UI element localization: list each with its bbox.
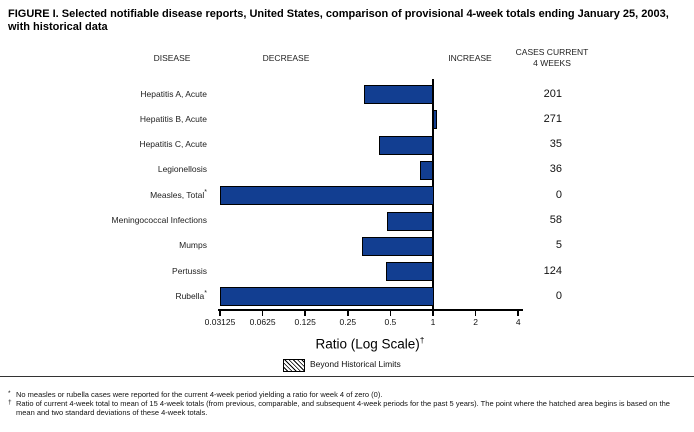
x-axis-tick — [432, 311, 434, 316]
row-label-pertussis: Pertussis — [172, 265, 207, 276]
cases-value-measles-total: 0 — [555, 188, 562, 201]
x-axis-tick — [261, 311, 264, 316]
footnote-ratio-definition: † Ratio of current 4-week total to mean o… — [8, 399, 690, 417]
footnote-marker-measles-total: * — [204, 188, 207, 196]
column-header-decrease: DECREASE — [262, 53, 310, 63]
column-header-cases-line1: CASES CURRENT — [515, 47, 589, 57]
x-axis-tick — [389, 311, 392, 316]
column-header-cases-current: CASES CURRENT 4 WEEKS — [516, 47, 589, 68]
cases-value-hepatitis-b-acute: 271 — [543, 112, 562, 125]
row-label-meningococcal-infections: Meningococcal Infections — [111, 215, 207, 225]
x-axis-tick — [347, 311, 349, 316]
bar-meningococcal-infections — [387, 211, 434, 231]
bar-rubella — [219, 287, 434, 307]
x-tick-label-0.25: 0.25 — [339, 317, 357, 327]
x-tick-label-0.5: 0.5 — [384, 317, 397, 327]
footnote-separator-line — [0, 376, 694, 377]
x-axis-label-text: Ratio (Log Scale) — [315, 336, 420, 352]
x-axis-tick — [304, 311, 306, 316]
x-axis-tick — [219, 311, 221, 316]
row-label-hepatitis-b-acute: Hepatitis B, Acute — [139, 113, 207, 124]
figure-title: FIGURE I. Selected notifiable disease re… — [8, 8, 669, 33]
x-axis-tick — [474, 311, 477, 316]
row-label-rubella: Rubella* — [175, 290, 207, 301]
column-header-disease: DISEASE — [153, 53, 191, 63]
row-label-hepatitis-c-acute: Hepatitis C, Acute — [139, 139, 207, 150]
x-axis-label: Ratio (Log Scale)† — [315, 335, 424, 352]
x-axis-label-footnote-marker: † — [419, 335, 425, 345]
legend-label: Beyond Historical Limits — [310, 359, 401, 369]
footnote-marker-dagger: † — [8, 399, 12, 406]
x-tick-label-0.0625: 0.0625 — [249, 317, 276, 327]
bar-pertussis — [386, 262, 434, 282]
cases-value-legionellosis: 36 — [549, 163, 562, 176]
footnote-zero-cases: * No measles or rubella cases were report… — [8, 390, 690, 399]
bar-mumps — [362, 236, 434, 256]
footnote-zero-cases-text: No measles or rubella cases were reporte… — [16, 390, 383, 399]
footnote-marker-asterisk: * — [8, 390, 11, 397]
row-label-mumps: Mumps — [179, 240, 207, 251]
x-axis-line — [218, 309, 523, 311]
bar-measles-total — [219, 186, 434, 206]
row-label-legionellosis: Legionellosis — [157, 164, 207, 175]
cases-value-rubella: 0 — [555, 289, 562, 302]
x-tick-label-4: 4 — [515, 317, 521, 327]
x-tick-label-1: 1 — [430, 317, 436, 327]
cases-value-hepatitis-a-acute: 201 — [543, 87, 562, 100]
x-tick-label-0.125: 0.125 — [294, 317, 316, 327]
footnote-ratio-definition-text: Ratio of current 4-week total to mean of… — [16, 399, 670, 417]
bar-hepatitis-a-acute — [364, 85, 434, 104]
x-tick-label-2: 2 — [473, 317, 478, 327]
bar-hepatitis-c-acute — [379, 135, 434, 155]
cases-value-pertussis: 124 — [543, 264, 562, 277]
footnote-marker-rubella: * — [204, 290, 207, 298]
cases-value-meningococcal-infections: 58 — [549, 214, 562, 226]
cases-value-mumps: 5 — [555, 239, 562, 252]
x-axis-tick — [517, 311, 519, 316]
bar-legionellosis — [419, 160, 434, 180]
footnotes: * No measles or rubella cases were report… — [8, 390, 690, 417]
cases-value-hepatitis-c-acute: 35 — [549, 138, 562, 151]
row-label-hepatitis-a-acute: Hepatitis A, Acute — [140, 88, 207, 99]
column-header-cases-line2: 4 WEEKS — [533, 57, 571, 68]
x-tick-label-0.03125: 0.03125 — [204, 317, 236, 327]
bar-hepatitis-b-acute — [432, 110, 438, 130]
column-header-increase: INCREASE — [448, 53, 492, 63]
hatched-pattern-swatch — [283, 359, 305, 372]
row-label-measles-total: Measles, Total* — [150, 188, 207, 200]
